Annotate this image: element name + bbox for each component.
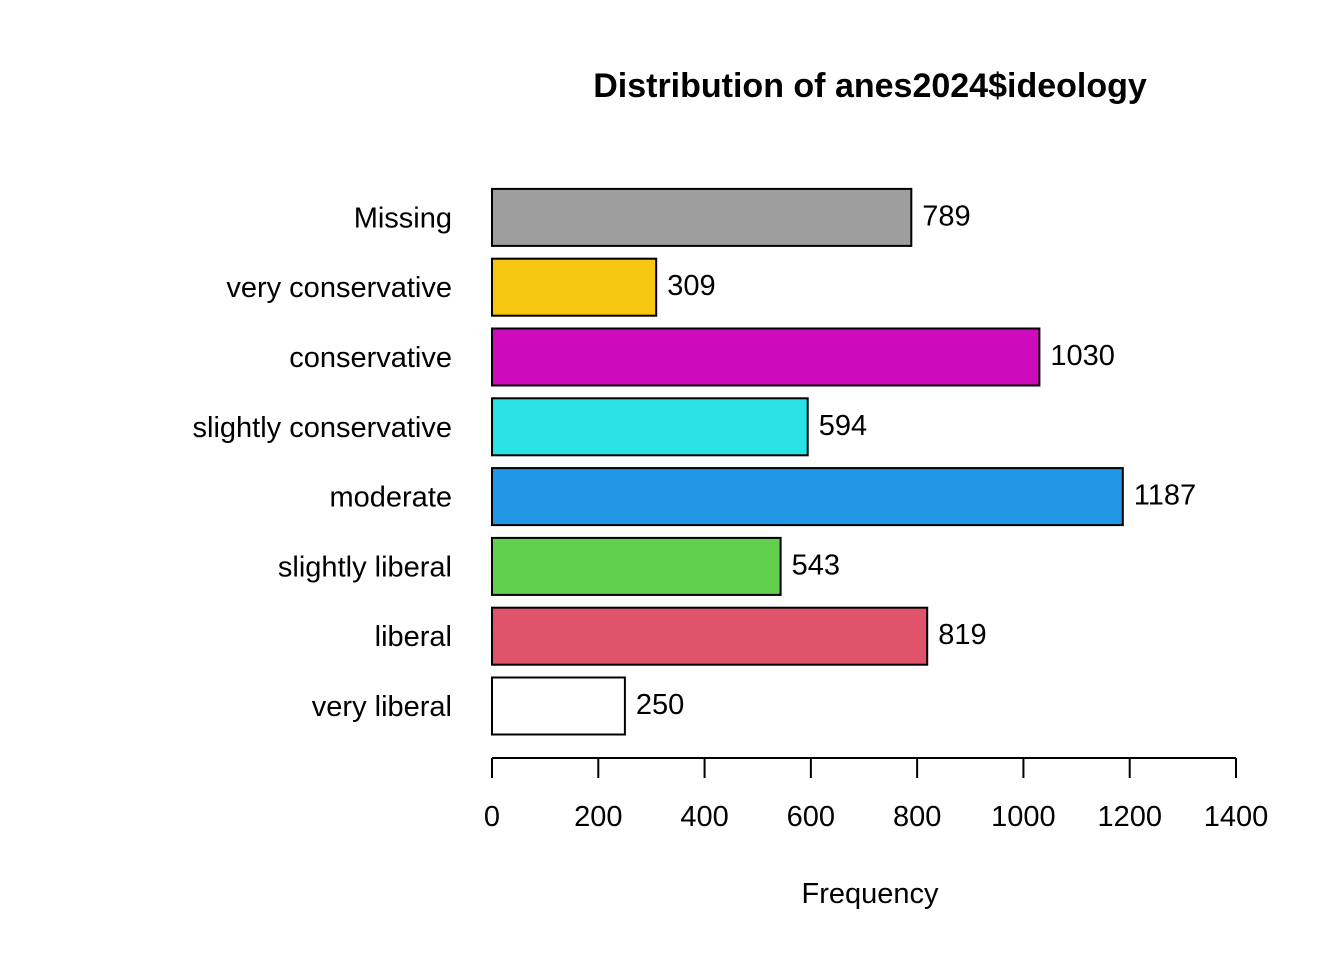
bar-slightly-conservative: [491, 397, 809, 457]
x-tick-label: 200: [574, 801, 622, 833]
bar-liberal: [491, 606, 929, 666]
bar-very-conservative: [491, 257, 658, 317]
bar-missing: [491, 187, 913, 247]
value-label: 250: [636, 689, 684, 721]
category-label: moderate: [329, 482, 452, 514]
value-label: 543: [792, 549, 840, 581]
x-tick-label: 600: [787, 801, 835, 833]
bars-layer: very liberal 250 liberal 819 slightly libera…: [193, 187, 1196, 736]
category-label: slightly liberal: [278, 551, 452, 583]
category-label: slightly conservative: [193, 412, 453, 444]
category-label: very liberal: [312, 691, 452, 723]
x-tick-label: 1400: [1204, 801, 1269, 833]
value-label: 1030: [1050, 340, 1115, 372]
bar-conservative: [491, 327, 1041, 387]
value-label: 1187: [1134, 480, 1196, 512]
value-label: 789: [922, 200, 970, 232]
x-axis-label: Frequency: [801, 878, 939, 910]
category-label: conservative: [289, 342, 452, 374]
value-label: 594: [819, 410, 867, 442]
bar-moderate: [491, 467, 1124, 527]
value-label: 309: [667, 270, 715, 302]
x-tick-label: 1000: [991, 801, 1056, 833]
category-label: liberal: [375, 621, 452, 653]
bar-very-liberal: [491, 676, 626, 736]
x-tick-label: 0: [484, 801, 500, 833]
x-axis: 0 200 400 600 800 1000 1200 1400: [484, 757, 1269, 833]
category-label: very conservative: [226, 272, 452, 304]
value-label: 819: [938, 619, 986, 651]
chart-title: Distribution of anes2024$ideology: [593, 67, 1147, 105]
category-label: Missing: [354, 202, 452, 234]
bar-slightly-liberal: [491, 536, 782, 596]
x-tick-label: 800: [893, 801, 941, 833]
x-tick-label: 1200: [1097, 801, 1162, 833]
x-tick-label: 400: [680, 801, 728, 833]
